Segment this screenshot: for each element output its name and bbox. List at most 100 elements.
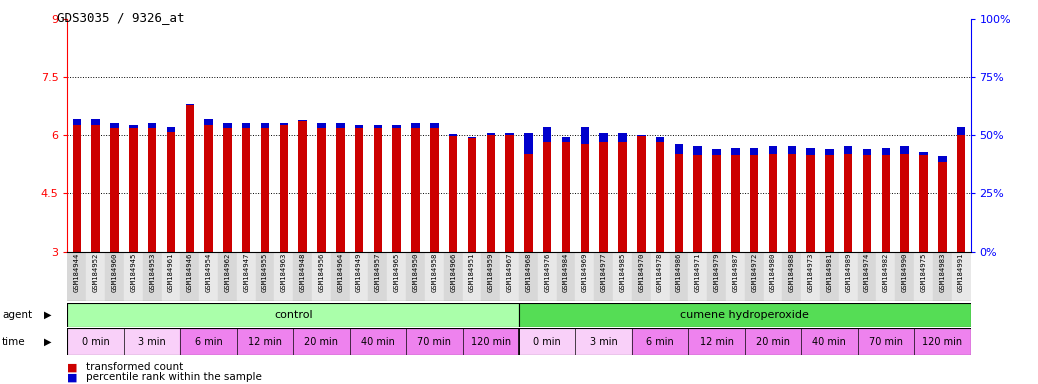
Bar (242, 128, 250, 252)
Bar (91, 124, 100, 252)
Text: GSM184966: GSM184966 (450, 253, 456, 292)
Text: GSM184948: GSM184948 (300, 253, 305, 292)
Bar (374, 124, 382, 128)
Text: 3 min: 3 min (590, 337, 618, 347)
Bar (223, 128, 231, 252)
Text: 120 min: 120 min (922, 337, 962, 347)
Bar (876, 252, 895, 301)
Bar (726, 252, 745, 301)
Bar (543, 127, 551, 142)
Text: GSM184981: GSM184981 (826, 253, 832, 292)
Bar (500, 252, 519, 301)
Bar (411, 123, 419, 128)
Bar (914, 252, 933, 301)
Text: GSM184990: GSM184990 (902, 253, 907, 292)
Text: GSM184946: GSM184946 (187, 253, 193, 292)
Bar (223, 122, 231, 128)
Bar (124, 252, 142, 301)
Bar (261, 123, 269, 128)
Text: GSM184979: GSM184979 (713, 253, 719, 292)
Bar (556, 252, 575, 301)
Text: GSM184986: GSM184986 (676, 253, 682, 292)
Bar (825, 149, 834, 156)
Bar (374, 128, 382, 252)
Bar (688, 252, 707, 301)
Bar (181, 328, 237, 355)
Text: GSM184965: GSM184965 (393, 253, 400, 292)
Bar (820, 252, 839, 301)
Bar (731, 156, 740, 252)
Text: ■: ■ (67, 362, 78, 372)
Text: 12 min: 12 min (248, 337, 282, 347)
Bar (863, 156, 871, 252)
Bar (261, 128, 269, 252)
Bar (895, 252, 914, 301)
Text: control: control (274, 310, 312, 320)
Bar (825, 156, 834, 252)
Bar (575, 328, 632, 355)
Bar (670, 252, 688, 301)
Text: GSM184951: GSM184951 (469, 253, 475, 292)
Text: GSM184973: GSM184973 (808, 253, 814, 292)
Bar (863, 149, 871, 156)
Text: GSM184962: GSM184962 (224, 253, 230, 292)
Text: 20 min: 20 min (756, 337, 790, 347)
Text: GSM184955: GSM184955 (262, 253, 268, 292)
Bar (707, 252, 726, 301)
Bar (142, 252, 162, 301)
Text: 12 min: 12 min (700, 337, 734, 347)
Bar (430, 128, 439, 252)
Bar (619, 142, 627, 252)
Bar (448, 134, 458, 136)
Bar (204, 119, 213, 124)
Bar (73, 124, 81, 252)
Bar (237, 252, 255, 301)
Bar (110, 123, 118, 128)
Text: GSM184953: GSM184953 (149, 253, 155, 292)
Bar (129, 128, 138, 252)
Bar (463, 252, 482, 301)
Bar (519, 303, 971, 327)
Bar (637, 136, 646, 252)
Bar (938, 162, 947, 252)
Bar (788, 154, 796, 252)
Bar (900, 146, 909, 154)
Bar (336, 123, 345, 128)
Bar (562, 137, 570, 142)
Text: GSM184972: GSM184972 (752, 253, 757, 292)
Bar (167, 127, 175, 132)
Text: 3 min: 3 min (138, 337, 166, 347)
Bar (355, 124, 363, 128)
Bar (920, 156, 928, 252)
Text: GSM184970: GSM184970 (638, 253, 645, 292)
Bar (392, 124, 401, 128)
Bar (406, 252, 425, 301)
Bar (199, 252, 218, 301)
Text: GSM184964: GSM184964 (337, 253, 344, 292)
Bar (524, 133, 532, 154)
Bar (801, 328, 857, 355)
Text: GSM184974: GSM184974 (864, 253, 870, 292)
Text: GSM184957: GSM184957 (375, 253, 381, 292)
Bar (105, 252, 124, 301)
Text: GSM184978: GSM184978 (657, 253, 663, 292)
Bar (857, 328, 914, 355)
Bar (543, 142, 551, 252)
Bar (463, 328, 519, 355)
Bar (67, 252, 86, 301)
Bar (331, 252, 350, 301)
Bar (274, 252, 294, 301)
Bar (298, 120, 307, 121)
Text: 40 min: 40 min (813, 337, 846, 347)
Bar (749, 156, 759, 252)
Text: GSM184958: GSM184958 (432, 253, 437, 292)
Bar (562, 142, 570, 252)
Bar (693, 156, 702, 252)
Bar (147, 128, 157, 252)
Bar (86, 252, 105, 301)
Text: GSM184959: GSM184959 (488, 253, 494, 292)
Bar (783, 252, 801, 301)
Bar (425, 252, 444, 301)
Bar (318, 128, 326, 252)
Bar (957, 134, 965, 252)
